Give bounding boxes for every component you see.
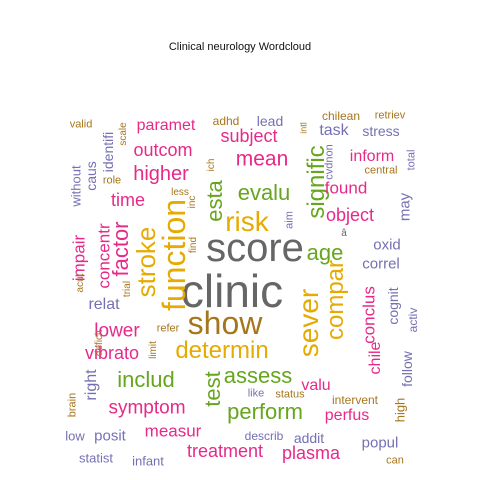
word-correl: correl — [362, 255, 400, 273]
word-total: total — [405, 149, 418, 171]
word-vibrato: vibrato — [84, 343, 140, 363]
word-chile: chile — [367, 341, 384, 375]
word-compar: compar — [322, 259, 349, 341]
word-concentr: concentr — [94, 223, 114, 289]
word-score: score — [206, 226, 304, 270]
word-oxid: oxid — [373, 236, 401, 254]
word-clinic: clinic — [180, 265, 284, 317]
word-determin: determin — [175, 337, 269, 364]
word-ich: ich — [206, 158, 217, 172]
word-low: low — [65, 428, 85, 444]
word-esta: esta — [202, 180, 227, 222]
word-treatment: treatment — [186, 441, 264, 461]
word-lead: lead — [256, 113, 284, 129]
word-show: show — [187, 305, 263, 341]
word-stress: stress — [362, 123, 400, 139]
word-intl: intl — [298, 122, 309, 134]
word-role: role — [102, 174, 122, 187]
word-risk: risk — [225, 206, 269, 237]
word-higher: higher — [133, 163, 189, 185]
word-includ: includ — [117, 367, 175, 392]
word-status: status — [275, 388, 305, 401]
word-posit: posit — [94, 427, 126, 445]
chart-title: Clinical neurology Wordcloud — [168, 41, 312, 53]
word-refer: refer — [156, 322, 180, 335]
word-brain: brain — [66, 392, 79, 418]
word-stroke: stroke — [131, 226, 161, 298]
word-may: may — [396, 192, 414, 222]
word-mean: mean — [235, 147, 289, 171]
word-paramet: paramet — [136, 117, 196, 134]
word-cvdnon: cvdnon — [323, 144, 336, 180]
word-like: like — [247, 387, 265, 400]
word-assess: assess — [223, 363, 293, 388]
word-valid: valid — [69, 118, 93, 131]
word-outcom: outcom — [133, 140, 193, 160]
word-plasma: plasma — [281, 443, 341, 463]
word-retriev: retriev — [374, 109, 406, 122]
word-caus: caus — [83, 161, 99, 191]
word-age: age — [306, 240, 344, 265]
word-scale: scale — [118, 122, 129, 146]
word-found: found — [324, 178, 368, 198]
word-task: task — [319, 122, 349, 139]
word-describ: describ — [244, 429, 284, 443]
word-valu: valu — [301, 377, 331, 394]
word-deficit: deficit — [94, 329, 105, 357]
word-trial: trial — [122, 280, 133, 298]
word-relat: relat — [88, 296, 120, 313]
word-time: time — [110, 190, 146, 210]
word-acut: acut — [75, 273, 86, 293]
word-lower: lower — [94, 320, 140, 342]
word-object: object — [325, 205, 375, 225]
word-perfus: perfus — [324, 407, 370, 424]
word-infant: infant — [132, 453, 164, 469]
word-aim: aim — [283, 211, 296, 229]
word-activ: activ — [406, 307, 420, 333]
word-follow: follow — [399, 351, 415, 387]
word-find: find — [188, 236, 199, 254]
word-measur: measur — [144, 421, 202, 441]
word-without: without — [68, 165, 84, 207]
word-sever: sever — [293, 288, 324, 358]
word-perform: perform — [227, 399, 303, 424]
word-addit: addit — [293, 430, 325, 446]
word-high: high — [392, 397, 408, 423]
word-less: less — [171, 187, 189, 198]
word-popul: popul — [361, 434, 399, 452]
word-function: function — [156, 198, 192, 312]
word-right: right — [83, 369, 100, 401]
word-identifi: identifi — [100, 131, 116, 173]
word-adhd: adhd — [212, 114, 240, 128]
word-statist: statist — [79, 450, 113, 466]
word-conclus: conclus — [359, 286, 379, 344]
word-can: can — [386, 454, 404, 467]
word-test: test — [200, 371, 225, 407]
word-inform: inform — [349, 148, 395, 165]
word-symbol: â — [341, 228, 347, 239]
word-inc: inc — [187, 195, 198, 209]
word-chilean: chilean — [321, 109, 361, 123]
word-intervent: intervent — [331, 393, 379, 407]
word-symptom: symptom — [108, 397, 186, 419]
word-central: central — [364, 164, 398, 177]
word-limit: limit — [148, 341, 159, 359]
word-cognit: cognit — [385, 287, 401, 325]
word-subject: subject — [220, 126, 278, 146]
word-evalu: evalu — [237, 180, 291, 205]
